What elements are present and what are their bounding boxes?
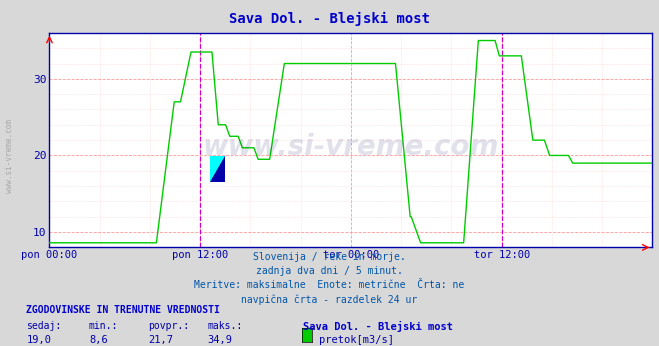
Text: Sava Dol. - Blejski most: Sava Dol. - Blejski most [229,12,430,26]
Text: min.:: min.: [89,321,119,331]
Text: maks.:: maks.: [208,321,243,331]
Text: ZGODOVINSKE IN TRENUTNE VREDNOSTI: ZGODOVINSKE IN TRENUTNE VREDNOSTI [26,305,220,315]
Text: povpr.:: povpr.: [148,321,189,331]
Text: www.si-vreme.com: www.si-vreme.com [203,133,499,161]
Text: 34,9: 34,9 [208,335,233,345]
Text: www.si-vreme.com: www.si-vreme.com [5,119,14,193]
Polygon shape [210,156,225,182]
Text: sedaj:: sedaj: [26,321,61,331]
Polygon shape [210,156,225,182]
Text: 19,0: 19,0 [26,335,51,345]
Text: 8,6: 8,6 [89,335,107,345]
Text: Slovenija / reke in morje.
zadnja dva dni / 5 minut.
Meritve: maksimalne  Enote:: Slovenija / reke in morje. zadnja dva dn… [194,252,465,304]
Text: Sava Dol. - Blejski most: Sava Dol. - Blejski most [303,321,453,332]
Text: pretok[m3/s]: pretok[m3/s] [319,335,394,345]
Text: 21,7: 21,7 [148,335,173,345]
